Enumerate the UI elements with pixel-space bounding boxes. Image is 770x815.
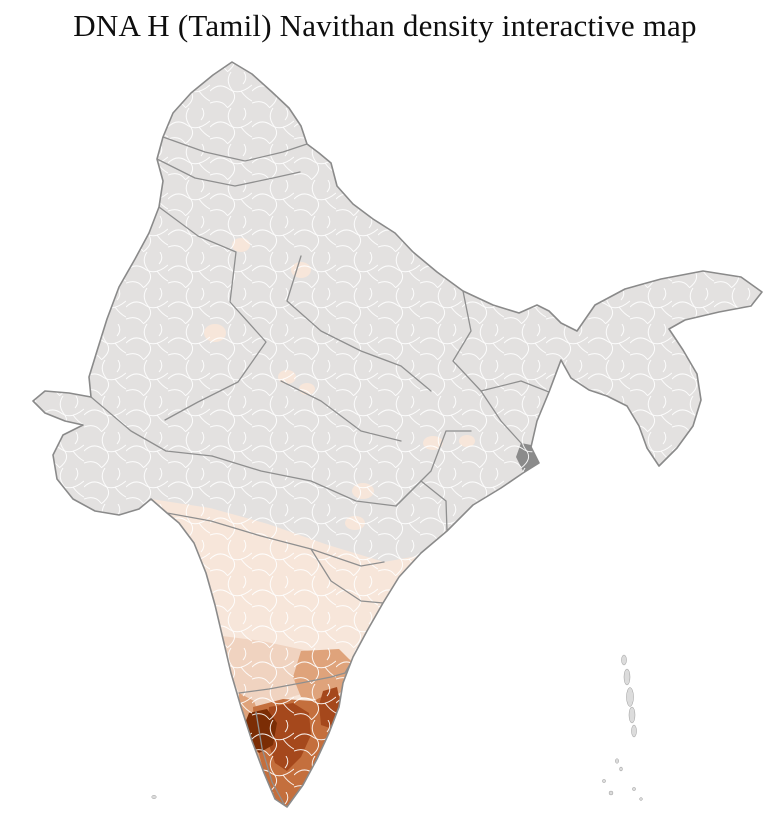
island[interactable] [602,779,606,783]
state-borders [90,136,550,805]
island[interactable] [626,687,634,707]
island[interactable] [623,668,631,686]
island[interactable] [631,724,637,738]
page-title: DNA H (Tamil) Navithan density interacti… [73,8,697,43]
island[interactable] [628,706,636,724]
island[interactable] [608,790,614,796]
island[interactable] [639,797,643,801]
island[interactable] [632,787,636,791]
island[interactable] [151,795,157,799]
island[interactable] [621,654,627,666]
island[interactable] [615,758,619,764]
island[interactable] [619,766,623,772]
andaman-nicobar-islands [602,654,643,801]
lakshadweep-islands [151,795,157,799]
